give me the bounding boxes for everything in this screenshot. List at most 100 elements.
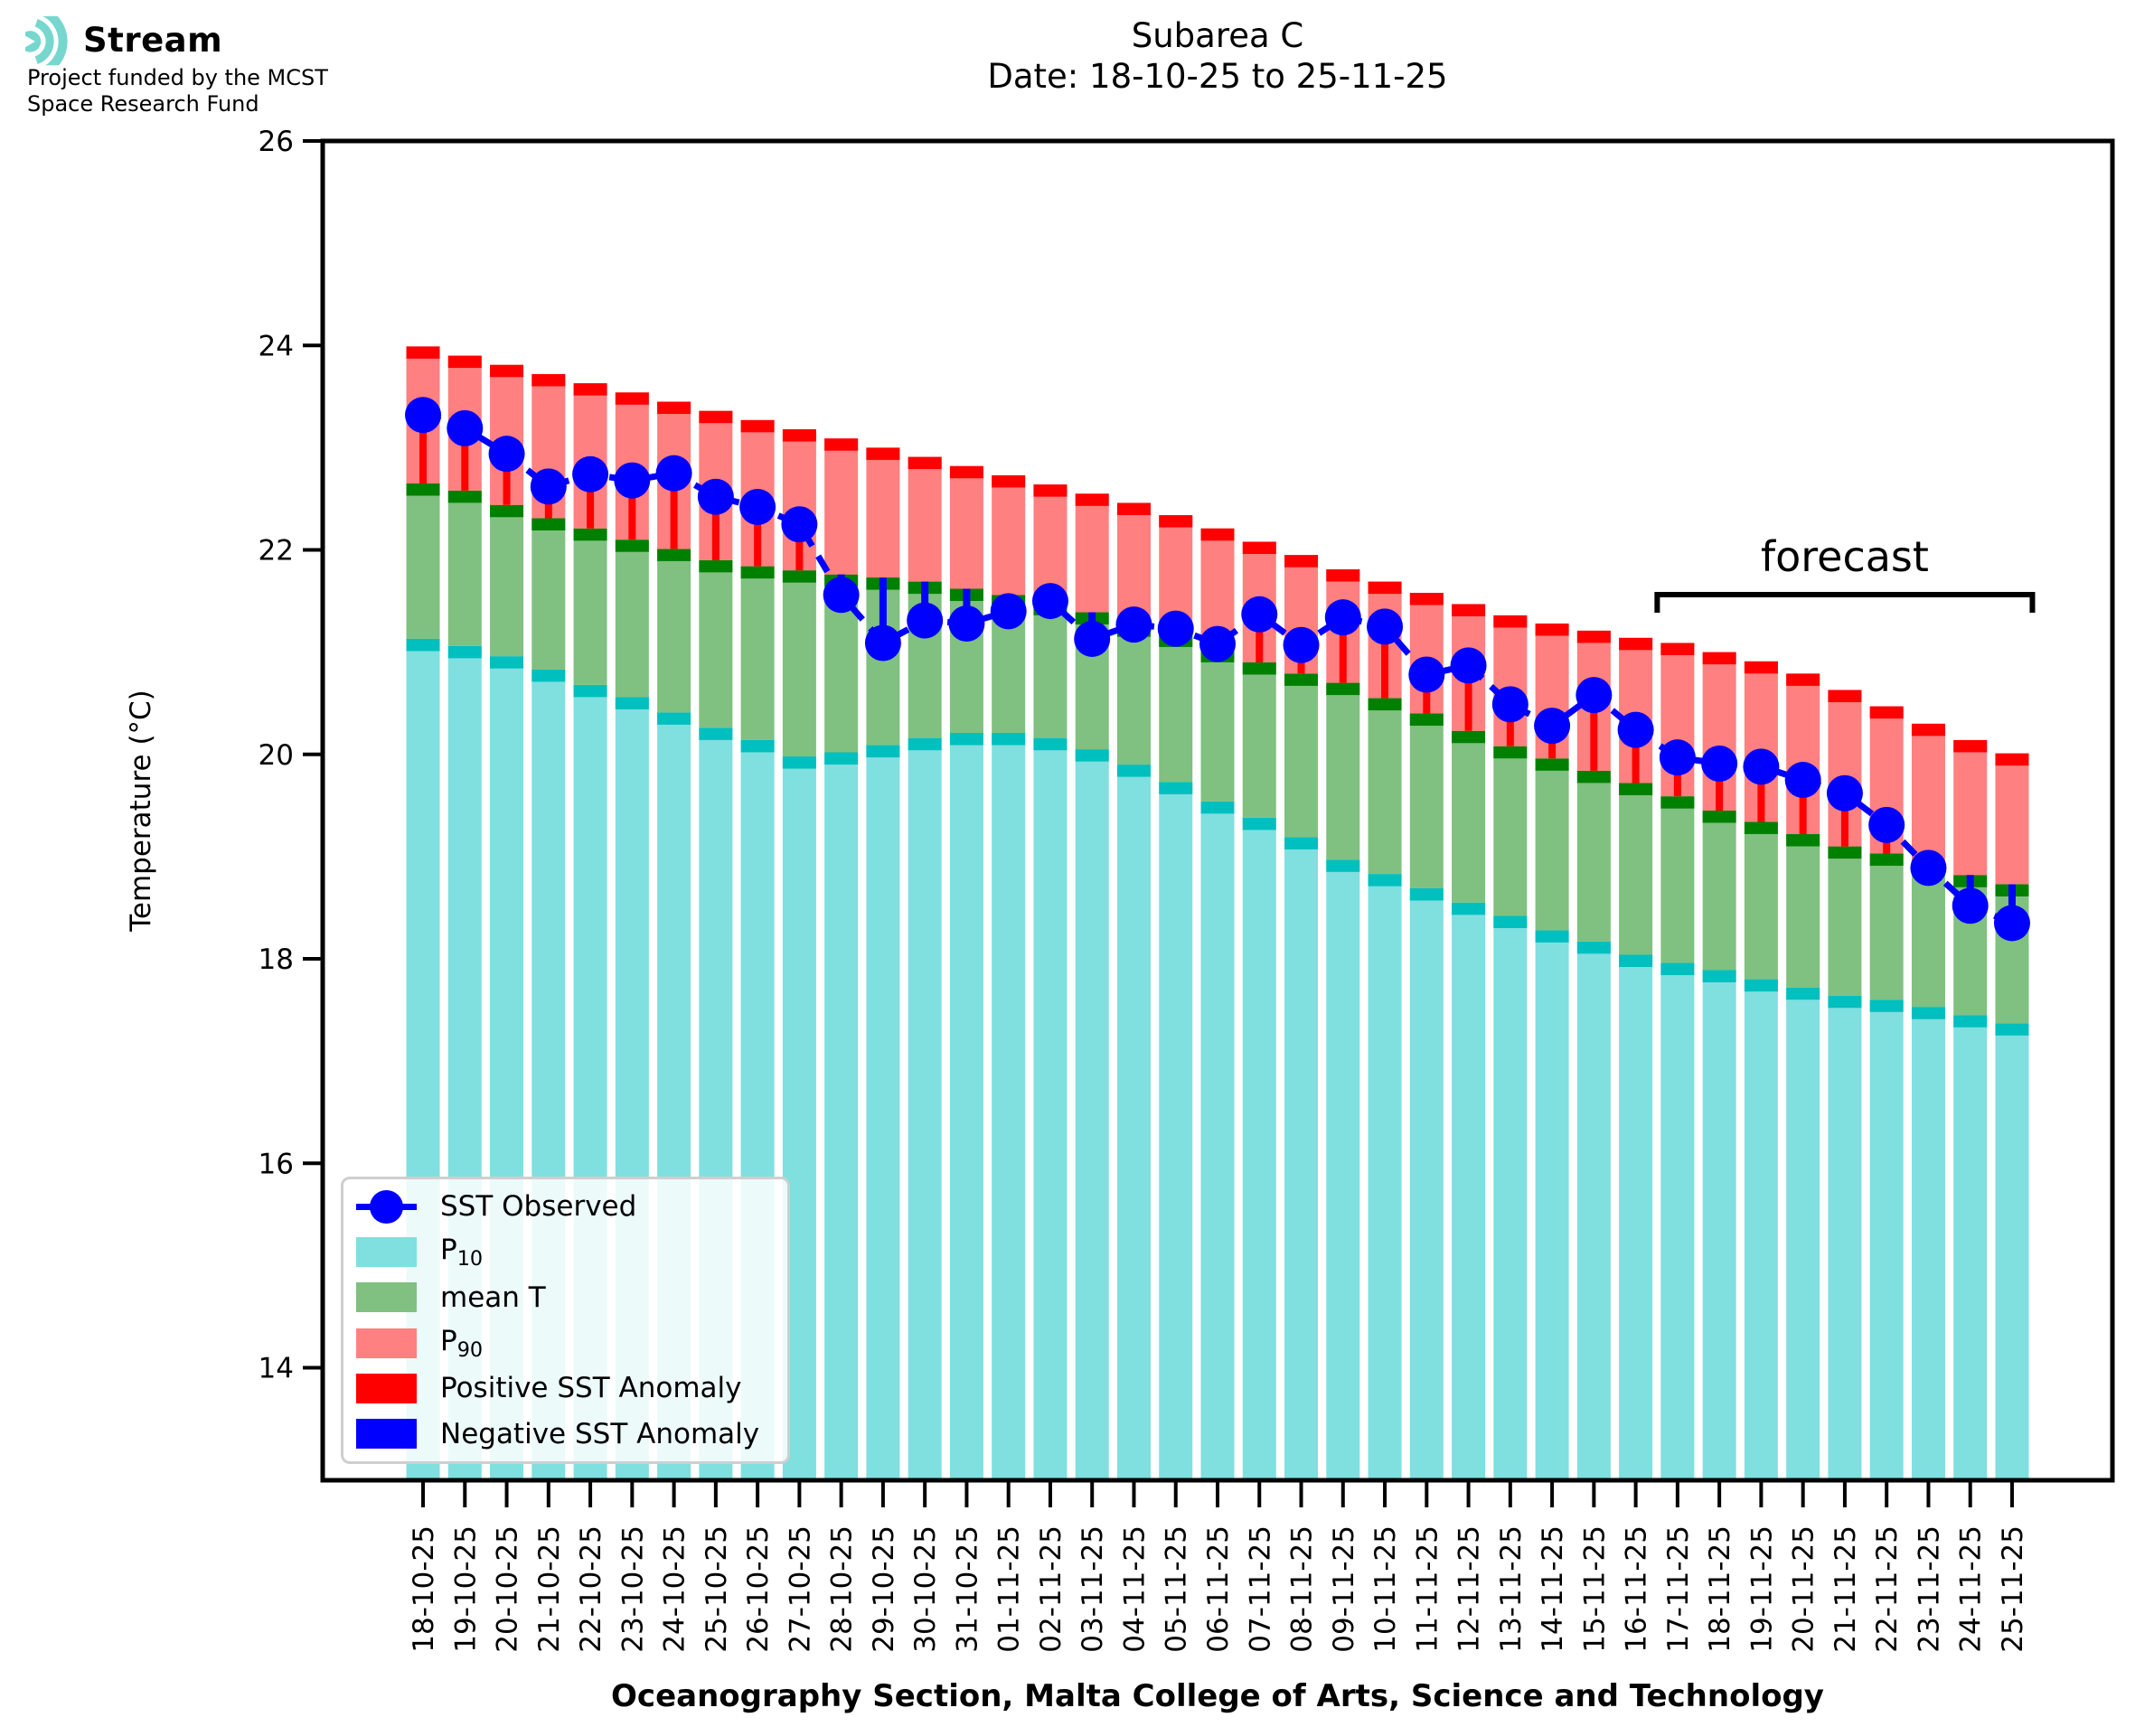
p10-edge — [1828, 995, 1862, 1009]
mean-bar — [1200, 650, 1235, 802]
mean-bar — [1116, 624, 1151, 765]
p10-edge — [615, 697, 649, 709]
observed-line-dot-icon — [356, 1189, 417, 1224]
x-tick-label: 09-11-25 — [1328, 1525, 1360, 1653]
p10-edge — [1953, 1015, 1988, 1028]
mean-edge — [1619, 783, 1653, 795]
p90-bar — [908, 456, 942, 582]
x-tick-label: 22-11-25 — [1871, 1525, 1904, 1653]
x-tick-label: 11-11-25 — [1411, 1525, 1444, 1653]
sst-observed-point — [948, 605, 985, 642]
logo-subtitle-line2: Space Research Fund — [27, 91, 259, 117]
x-tick-label: 18-11-25 — [1704, 1525, 1736, 1653]
p90-edge — [1576, 630, 1611, 643]
mean-edge — [1242, 662, 1276, 675]
mean-bar — [1284, 673, 1319, 838]
x-tick-label: 02-11-25 — [1035, 1525, 1068, 1653]
p10-edge — [1284, 837, 1319, 849]
x-tick-label: 28-10-25 — [826, 1525, 859, 1653]
mean-bar — [1619, 783, 1653, 955]
p10-edge — [1409, 887, 1444, 901]
sst-observed-point — [1241, 596, 1278, 633]
mean-bar — [699, 559, 733, 728]
sst-observed-point — [1491, 686, 1528, 723]
p10-bar — [1744, 979, 1778, 1480]
sst-observed-point — [447, 409, 484, 446]
mean-edge — [1744, 821, 1778, 834]
sst-observed-point — [823, 577, 860, 614]
mean-bar — [657, 549, 691, 713]
sst-observed-point — [781, 506, 818, 543]
p10-edge — [1075, 749, 1109, 762]
p10-edge — [1368, 874, 1402, 887]
p10-bar — [1702, 970, 1736, 1480]
legend: SST Observed P10 mean T P90 Positive SST… — [341, 1177, 790, 1464]
chart-subtitle: Date: 18-10-25 to 25-11-25 — [987, 57, 1448, 96]
mean-bar — [1660, 796, 1695, 963]
legend-item-p10: P10 — [343, 1233, 787, 1272]
x-tick-label: 05-11-25 — [1161, 1525, 1193, 1653]
logo-subtitle-line1: Project funded by the MCST — [27, 65, 328, 90]
mean-edge — [1702, 811, 1736, 823]
mean-edge — [1284, 673, 1319, 686]
sst-observed-point — [1408, 656, 1445, 693]
x-axis: 18-10-25 19-10-25 20-10-25 21-10-25 22-10-25… — [408, 1480, 2029, 1653]
sst-observed-point — [1993, 905, 2030, 942]
sst-observed-point — [864, 624, 901, 662]
y-tick-label: 26 — [259, 126, 294, 158]
y-tick-label: 16 — [259, 1148, 294, 1180]
y-tick-label: 22 — [259, 535, 294, 568]
x-tick-label: 24-11-25 — [1955, 1525, 1988, 1653]
p90-edge — [1033, 484, 1068, 497]
x-tick-label: 24-10-25 — [659, 1525, 691, 1653]
p10-bar — [1576, 941, 1611, 1480]
p90-edge — [1619, 637, 1653, 651]
p90-edge — [1284, 555, 1319, 568]
p90-edge — [1828, 690, 1862, 703]
mean-bar — [573, 528, 607, 685]
p90-edge — [1493, 615, 1528, 628]
mean-edge — [699, 559, 733, 573]
sst-observed-point — [1617, 711, 1654, 748]
p90-edge — [1995, 753, 2029, 766]
x-tick-label: 22-10-25 — [575, 1525, 607, 1653]
p10-edge — [1744, 979, 1778, 992]
p90-edge — [699, 410, 733, 424]
x-tick-label: 19-11-25 — [1745, 1525, 1778, 1653]
p90-edge — [406, 346, 440, 359]
p90-edge — [782, 429, 816, 442]
legend-label: mean T — [440, 1281, 546, 1314]
mean-edge — [1493, 746, 1528, 759]
p10-bar — [1033, 737, 1068, 1480]
sst-observed-point — [1199, 625, 1236, 662]
p90-edge — [1326, 569, 1360, 582]
negative-anomaly-swatch-icon — [356, 1419, 417, 1450]
p10-bar — [1786, 987, 1820, 1480]
mean-edge — [1535, 758, 1569, 771]
p90-edge — [1116, 502, 1151, 515]
sst-observed-point — [614, 462, 651, 499]
mean-t-swatch-icon — [356, 1282, 417, 1313]
p10-edge — [1535, 930, 1569, 943]
legend-label: Negative SST Anomaly — [440, 1417, 760, 1450]
mean-bar — [1535, 758, 1569, 931]
legend-label: SST Observed — [440, 1190, 637, 1224]
sst-observed-points — [405, 397, 2030, 942]
p10-bar — [1911, 1007, 1945, 1480]
sst-observed-point — [1534, 708, 1571, 745]
sst-observed-point — [1450, 647, 1487, 684]
sst-observed-point — [405, 397, 442, 434]
sst-observed-point — [1784, 762, 1821, 799]
p10-edge — [1619, 954, 1653, 968]
p90-edge — [1242, 541, 1276, 554]
p90-edge — [1869, 706, 1904, 719]
x-tick-label: 04-11-25 — [1118, 1525, 1151, 1653]
x-tick-label: 03-11-25 — [1077, 1525, 1109, 1653]
forecast-label: forecast — [1761, 532, 1929, 581]
p90-edge — [615, 392, 649, 405]
x-tick-label: 01-11-25 — [993, 1525, 1026, 1653]
p90-edge — [1200, 528, 1235, 541]
p10-edge — [1911, 1007, 1945, 1019]
p90-edge — [1159, 515, 1193, 528]
p90-bar — [1911, 723, 1945, 863]
